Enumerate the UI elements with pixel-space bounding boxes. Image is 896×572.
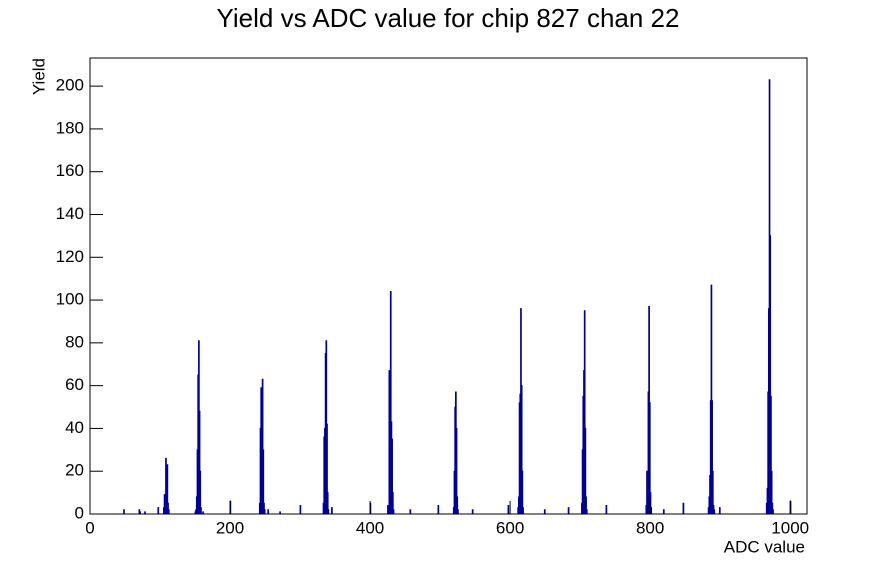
histogram-bin	[437, 504, 440, 514]
histogram-bin	[682, 502, 685, 514]
y-tick-label: 200	[56, 76, 84, 95]
histogram-bin	[389, 291, 392, 514]
y-tick-label: 60	[65, 375, 84, 394]
histogram-bin	[331, 507, 333, 514]
histogram-bin	[167, 502, 169, 514]
histogram-bin	[326, 423, 328, 514]
histogram-bin	[507, 504, 510, 514]
x-tick-label: 1000	[771, 518, 809, 537]
histogram-bin	[166, 464, 169, 514]
histogram-bin	[471, 509, 474, 514]
x-tick-label: 200	[216, 518, 244, 537]
x-tick-label: 400	[356, 518, 384, 537]
histogram-bin	[263, 502, 265, 514]
histogram-bin	[713, 509, 716, 514]
histogram-bin	[456, 496, 459, 514]
x-tick-label: 800	[636, 518, 664, 537]
histogram-bin	[267, 509, 270, 514]
y-tick-label: 180	[56, 118, 84, 137]
histogram-bin	[326, 492, 329, 514]
histogram-bin	[770, 470, 773, 514]
histogram-bin	[605, 504, 608, 514]
histogram-bin	[770, 395, 772, 514]
plot-frame	[89, 57, 808, 515]
histogram-bin	[263, 509, 266, 514]
histogram-bin	[711, 400, 713, 514]
histogram-bin	[200, 507, 202, 514]
histogram-bin	[718, 507, 721, 514]
histogram-bin	[327, 509, 330, 514]
y-tick-label: 120	[56, 247, 84, 266]
histogram-bin	[262, 449, 265, 514]
histogram-bin	[299, 504, 302, 514]
y-tick-label: 20	[65, 461, 84, 480]
histogram-bin	[392, 509, 395, 514]
histogram-bin	[455, 427, 458, 514]
histogram-bin	[648, 402, 651, 514]
histogram-bin	[202, 511, 204, 514]
histogram-bin	[261, 378, 264, 514]
y-tick-label: 140	[56, 204, 84, 223]
histogram-bin	[388, 370, 391, 514]
histogram-bin	[123, 509, 125, 514]
histogram-bin	[769, 235, 772, 514]
histogram-bin	[567, 507, 570, 514]
histogram-bin	[144, 511, 146, 514]
histogram-bin	[279, 511, 281, 514]
histogram-bin	[710, 284, 713, 514]
histogram-bin	[198, 410, 201, 514]
histogram-bin	[522, 507, 524, 514]
histogram-bin	[521, 470, 524, 514]
histogram-bin	[409, 509, 412, 514]
histogram-bin	[391, 492, 394, 514]
histogram-bin	[391, 438, 393, 514]
histogram-bin	[199, 470, 202, 514]
y-tick-label: 80	[65, 332, 84, 351]
y-tick-label: 0	[75, 503, 84, 522]
histogram-bin	[585, 496, 587, 514]
y-tick-label: 40	[65, 418, 84, 437]
histogram-bin	[646, 470, 648, 514]
x-tick-label: 600	[496, 518, 524, 537]
histogram-bin	[771, 502, 774, 514]
histogram-bin	[139, 511, 141, 514]
y-tick-label: 160	[56, 161, 84, 180]
x-axis-label: ADC value	[724, 537, 805, 556]
histogram-bin	[662, 509, 665, 514]
histogram-bin	[457, 509, 459, 514]
x-tick-label: 0	[85, 518, 94, 537]
histogram-bin	[167, 509, 170, 514]
histogram-bin	[543, 509, 546, 514]
histogram-bin	[772, 509, 774, 514]
histogram-bin	[650, 507, 653, 514]
y-axis-label: Yield	[29, 58, 48, 95]
histogram-bin	[584, 427, 587, 514]
histogram-bin	[520, 385, 523, 514]
histogram-bin	[711, 470, 714, 514]
histogram-bin	[585, 509, 588, 514]
histogram-bin	[157, 507, 160, 514]
chart-title: Yield vs ADC value for chip 827 chan 22	[217, 3, 680, 33]
y-tick-label: 100	[56, 290, 84, 309]
histogram-bin	[583, 310, 586, 514]
